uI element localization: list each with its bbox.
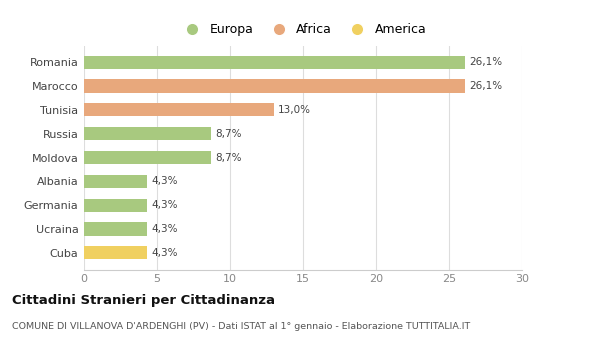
Bar — [84, 79, 465, 93]
Text: 13,0%: 13,0% — [278, 105, 311, 115]
Text: 4,3%: 4,3% — [151, 248, 178, 258]
Text: 4,3%: 4,3% — [151, 224, 178, 234]
Bar — [84, 198, 147, 212]
Text: COMUNE DI VILLANOVA D'ARDENGHI (PV) - Dati ISTAT al 1° gennaio - Elaborazione TU: COMUNE DI VILLANOVA D'ARDENGHI (PV) - Da… — [12, 322, 470, 331]
Bar — [84, 246, 147, 259]
Text: 4,3%: 4,3% — [151, 200, 178, 210]
Text: 4,3%: 4,3% — [151, 176, 178, 186]
Legend: Europa, Africa, America: Europa, Africa, America — [175, 18, 431, 41]
Text: 8,7%: 8,7% — [215, 129, 242, 139]
Bar — [84, 127, 211, 140]
Bar — [84, 175, 147, 188]
Bar — [84, 151, 211, 164]
Text: Cittadini Stranieri per Cittadinanza: Cittadini Stranieri per Cittadinanza — [12, 294, 275, 307]
Text: 26,1%: 26,1% — [469, 81, 503, 91]
Bar — [84, 222, 147, 236]
Text: 8,7%: 8,7% — [215, 153, 242, 162]
Text: 26,1%: 26,1% — [469, 57, 503, 67]
Bar — [84, 56, 465, 69]
Bar — [84, 103, 274, 117]
